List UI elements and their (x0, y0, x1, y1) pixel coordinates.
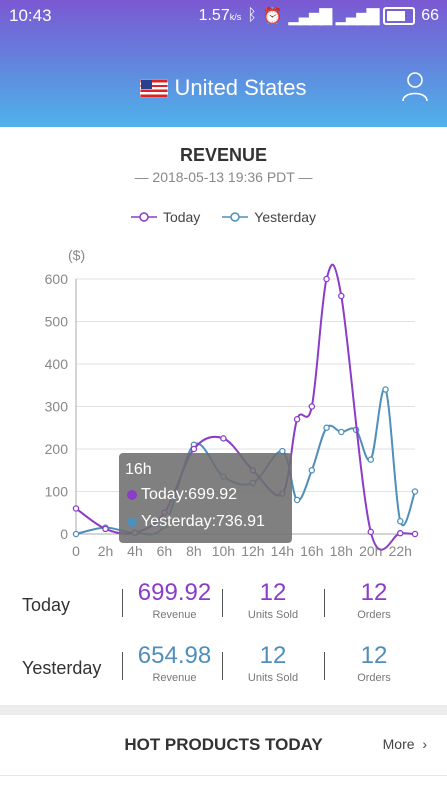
yesterday-revenue: 654.98 Revenue (137, 642, 212, 684)
chevron-right-icon: › (418, 736, 427, 752)
separator (324, 652, 325, 680)
battery-icon (383, 7, 416, 25)
country-selector[interactable]: United States (0, 70, 447, 106)
data-point-yesterday[interactable] (411, 488, 419, 495)
legend-today[interactable]: Today (130, 209, 201, 225)
yesterday-label: Yesterday (22, 658, 102, 678)
chart-legend: Today Yesterday (0, 209, 447, 225)
data-point-yesterday[interactable] (367, 456, 375, 463)
country-name: United States (174, 75, 307, 100)
today-dot-icon (127, 490, 137, 500)
y-tick-label: 0 (60, 526, 68, 542)
legend-yesterday-label: Yesterday (254, 209, 317, 225)
separator (222, 589, 223, 617)
y-tick-label: 200 (45, 441, 69, 457)
x-tick-label: 0 (72, 543, 80, 559)
yesterday-orders: 12 Orders (357, 642, 391, 684)
network-speed: 1.57k/s (198, 7, 242, 24)
stats-row-today: Today 699.92 Revenue 12 Units Sold 12 Or… (0, 575, 447, 635)
status-icons: 1.57k/s ᛒ ⏰ ▁▃▅▇ ▁▃▅▇ 66 (199, 6, 439, 26)
bluetooth-icon: ᛒ (247, 7, 257, 24)
y-tick-label: 300 (45, 399, 69, 415)
status-time: 10:43 (9, 6, 52, 25)
data-point-yesterday[interactable] (308, 466, 316, 474)
separator (122, 589, 123, 617)
x-tick-label: 12h (241, 543, 264, 559)
data-point-yesterday[interactable] (293, 496, 301, 504)
data-point-today[interactable] (323, 275, 330, 283)
user-icon[interactable] (401, 70, 429, 102)
data-point-yesterday[interactable] (72, 530, 80, 538)
tooltip-yesterday: Yesterday:736.91 (127, 513, 265, 531)
data-point-today[interactable] (308, 403, 316, 410)
separator (324, 589, 325, 617)
tooltip-today: Today:699.92 (127, 486, 237, 504)
revenue-title: REVENUE (179, 145, 268, 165)
data-point-yesterday[interactable] (397, 517, 404, 525)
x-tick-label: 4h (127, 543, 143, 559)
data-point-today[interactable] (338, 292, 345, 300)
data-point-today[interactable] (220, 435, 227, 442)
separator (122, 652, 123, 680)
legend-today-label: Today (162, 209, 201, 225)
x-tick-label: 2h (98, 543, 114, 559)
x-tick-label: 16h (300, 543, 323, 559)
section-divider (0, 705, 447, 715)
data-point-today[interactable] (397, 529, 404, 537)
today-units: 12 Units Sold (247, 579, 299, 621)
y-tick-label: 400 (45, 356, 69, 372)
x-tick-label: 6h (157, 543, 173, 559)
legend-yesterday[interactable]: Yesterday (222, 209, 316, 225)
yesterday-units: 12 Units Sold (247, 642, 299, 684)
data-point-yesterday[interactable] (382, 386, 389, 393)
more-link[interactable]: More › (382, 736, 427, 752)
signal-icon: ▁▃▅▇ (288, 8, 332, 25)
alarm-icon: ⏰ (262, 8, 283, 25)
data-point-today[interactable] (411, 530, 419, 538)
today-revenue: 699.92 Revenue (137, 579, 212, 621)
us-flag-icon (140, 78, 169, 98)
app-header: 10:43 1.57k/s ᛒ ⏰ ▁▃▅▇ ▁▃▅▇ 66 United St… (0, 0, 447, 127)
data-point-today[interactable] (293, 415, 301, 423)
x-tick-label: 20h (359, 543, 382, 559)
data-point-today[interactable] (72, 505, 80, 512)
yesterday-dot-icon (127, 517, 137, 527)
status-bar: 10:43 1.57k/s ᛒ ⏰ ▁▃▅▇ ▁▃▅▇ 66 (0, 0, 447, 32)
today-label: Today (22, 595, 71, 615)
y-tick-label: 100 (45, 484, 69, 500)
x-tick-label: 14h (271, 543, 294, 559)
hot-products-header: HOT PRODUCTS TODAY More › (0, 715, 447, 775)
battery-level: 66 (421, 7, 439, 24)
y-axis-label: ($) (68, 247, 85, 263)
y-tick-label: 500 (45, 314, 69, 330)
separator (222, 652, 223, 680)
data-point-yesterday[interactable] (323, 424, 330, 431)
data-point-today[interactable] (190, 445, 198, 453)
hot-products-title: HOT PRODUCTS TODAY (124, 735, 323, 754)
chart-tooltip: 16h Today:699.92 Yesterday:736.91 (119, 453, 292, 543)
x-tick-label: 22h (389, 543, 412, 559)
x-tick-label: 18h (330, 543, 353, 559)
data-point-today[interactable] (367, 528, 375, 536)
hot-products-list (0, 775, 447, 801)
x-tick-label: 10h (212, 543, 235, 559)
tooltip-title: 16h (125, 461, 152, 478)
stats-row-yesterday: Yesterday 654.98 Revenue 12 Units Sold 1… (0, 638, 447, 698)
signal-2-icon: ▁▃▅▇ (335, 8, 379, 25)
data-point-today[interactable] (102, 525, 109, 533)
revenue-date: — 2018-05-13 19:36 PDT — (134, 169, 313, 185)
x-tick-label: 8h (186, 543, 202, 559)
today-orders: 12 Orders (357, 579, 391, 621)
data-point-yesterday[interactable] (338, 428, 345, 436)
y-tick-label: 600 (45, 271, 69, 287)
